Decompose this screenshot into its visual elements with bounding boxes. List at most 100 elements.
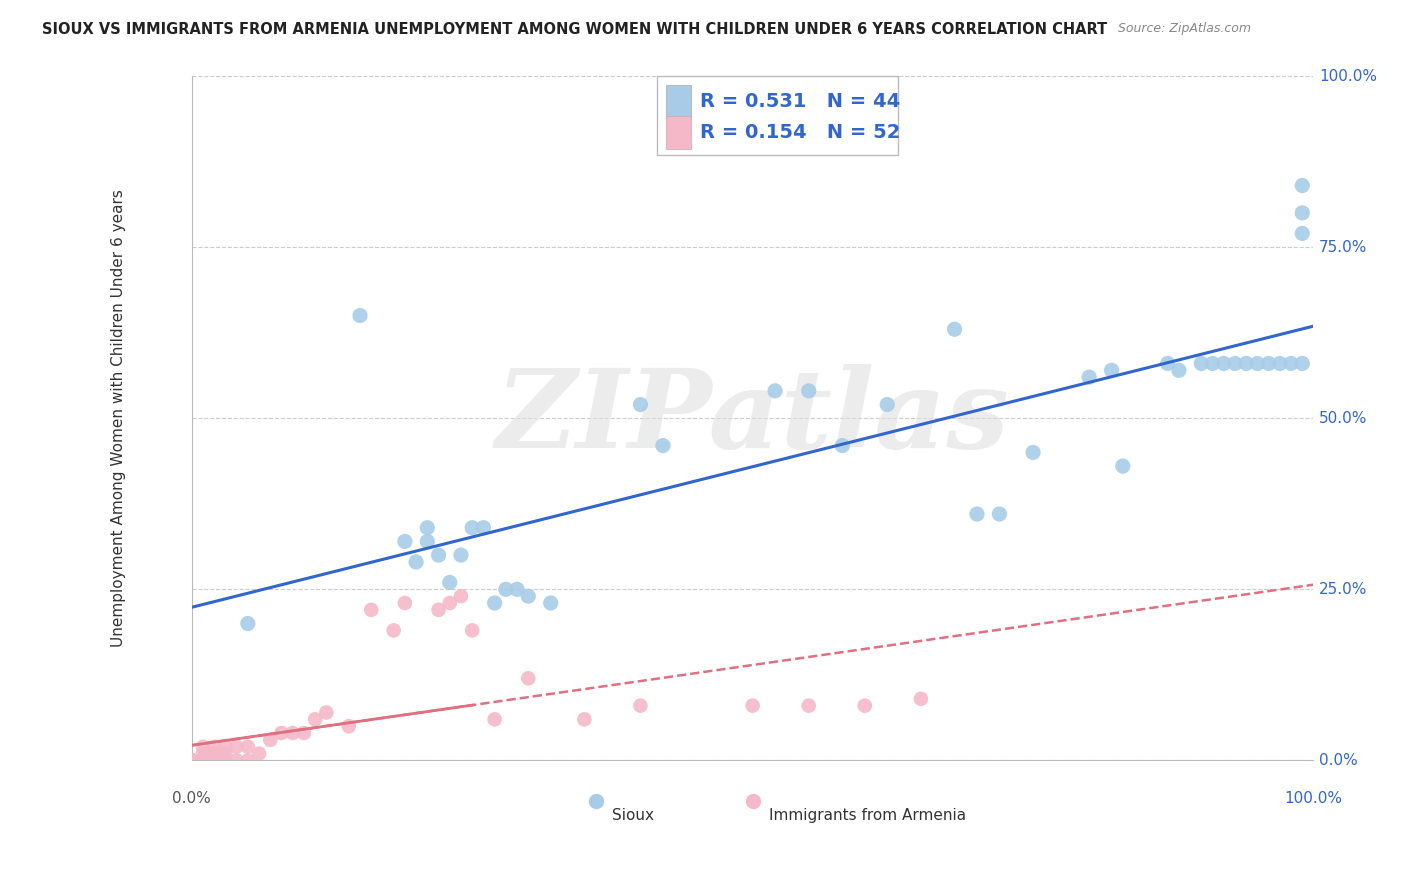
Point xyxy=(1291,227,1313,241)
Point xyxy=(1268,356,1291,370)
Point xyxy=(517,589,540,603)
Point xyxy=(630,698,652,713)
Point xyxy=(484,712,506,726)
Point xyxy=(540,596,562,610)
Point xyxy=(517,671,540,685)
Point xyxy=(180,753,202,767)
Text: 0.0%: 0.0% xyxy=(1319,753,1358,768)
Text: 100.0%: 100.0% xyxy=(1285,791,1343,806)
Point xyxy=(910,691,932,706)
Point xyxy=(191,753,214,767)
Point xyxy=(439,575,461,590)
Point xyxy=(191,753,214,767)
Point xyxy=(180,753,202,767)
Point xyxy=(966,507,988,521)
Point xyxy=(763,384,786,398)
Text: 25.0%: 25.0% xyxy=(1319,582,1368,597)
Point xyxy=(202,753,225,767)
Point xyxy=(461,624,484,638)
Text: R = 0.154   N = 52: R = 0.154 N = 52 xyxy=(700,123,900,142)
Point xyxy=(450,589,472,603)
Point xyxy=(394,534,416,549)
Point xyxy=(1212,356,1234,370)
Point xyxy=(191,747,214,761)
Point xyxy=(259,732,281,747)
Point xyxy=(394,596,416,610)
Point xyxy=(484,596,506,610)
Point xyxy=(427,548,450,562)
Point xyxy=(651,439,673,453)
Point xyxy=(236,739,259,754)
Point xyxy=(1223,356,1246,370)
Text: ZIPatlas: ZIPatlas xyxy=(496,365,1010,472)
Point xyxy=(180,753,202,767)
Text: Source: ZipAtlas.com: Source: ZipAtlas.com xyxy=(1118,22,1251,36)
Point xyxy=(1291,206,1313,220)
Point xyxy=(876,398,898,412)
Point xyxy=(225,739,247,754)
Point xyxy=(180,753,202,767)
Point xyxy=(281,726,304,740)
Point xyxy=(853,698,876,713)
Point xyxy=(1112,459,1135,474)
Text: R = 0.531   N = 44: R = 0.531 N = 44 xyxy=(700,92,900,111)
Point xyxy=(741,795,763,809)
Point xyxy=(797,698,820,713)
Point xyxy=(1167,363,1189,377)
Point xyxy=(506,582,529,597)
Point xyxy=(1022,445,1045,459)
FancyBboxPatch shape xyxy=(657,76,898,154)
Point xyxy=(382,624,405,638)
Point xyxy=(315,706,337,720)
Point xyxy=(1201,356,1223,370)
Point xyxy=(630,398,652,412)
Point xyxy=(202,753,225,767)
Point xyxy=(202,753,225,767)
FancyBboxPatch shape xyxy=(666,85,690,118)
Text: 100.0%: 100.0% xyxy=(1319,69,1376,84)
Point xyxy=(202,753,225,767)
Point xyxy=(202,739,225,754)
Point xyxy=(191,753,214,767)
Point xyxy=(191,739,214,754)
Point xyxy=(450,548,472,562)
Point xyxy=(236,616,259,631)
Text: 0.0%: 0.0% xyxy=(173,791,211,806)
Point xyxy=(1078,370,1101,384)
FancyBboxPatch shape xyxy=(666,116,690,149)
Point xyxy=(1291,356,1313,370)
Point xyxy=(270,726,292,740)
Point xyxy=(741,698,763,713)
Point xyxy=(416,521,439,535)
Text: Sioux: Sioux xyxy=(613,808,654,823)
Point xyxy=(247,747,270,761)
Point xyxy=(1234,356,1257,370)
Point xyxy=(495,582,517,597)
Point xyxy=(461,521,484,535)
Point xyxy=(416,534,439,549)
Point xyxy=(427,603,450,617)
Point xyxy=(292,726,315,740)
Point xyxy=(191,753,214,767)
Point xyxy=(337,719,360,733)
Point xyxy=(214,753,236,767)
Text: Unemployment Among Women with Children Under 6 years: Unemployment Among Women with Children U… xyxy=(111,189,127,648)
Point xyxy=(574,712,596,726)
Point xyxy=(214,753,236,767)
Text: Immigrants from Armenia: Immigrants from Armenia xyxy=(769,808,966,823)
Point xyxy=(236,753,259,767)
Point xyxy=(1101,363,1123,377)
Point xyxy=(943,322,966,336)
Point xyxy=(349,309,371,323)
Point xyxy=(439,596,461,610)
Point xyxy=(180,753,202,767)
Point xyxy=(1291,178,1313,193)
Point xyxy=(1257,356,1279,370)
Point xyxy=(1246,356,1268,370)
Point xyxy=(585,795,607,809)
Text: 50.0%: 50.0% xyxy=(1319,410,1368,425)
Text: SIOUX VS IMMIGRANTS FROM ARMENIA UNEMPLOYMENT AMONG WOMEN WITH CHILDREN UNDER 6 : SIOUX VS IMMIGRANTS FROM ARMENIA UNEMPLO… xyxy=(42,22,1108,37)
Point xyxy=(180,753,202,767)
Point xyxy=(405,555,427,569)
Point xyxy=(191,753,214,767)
